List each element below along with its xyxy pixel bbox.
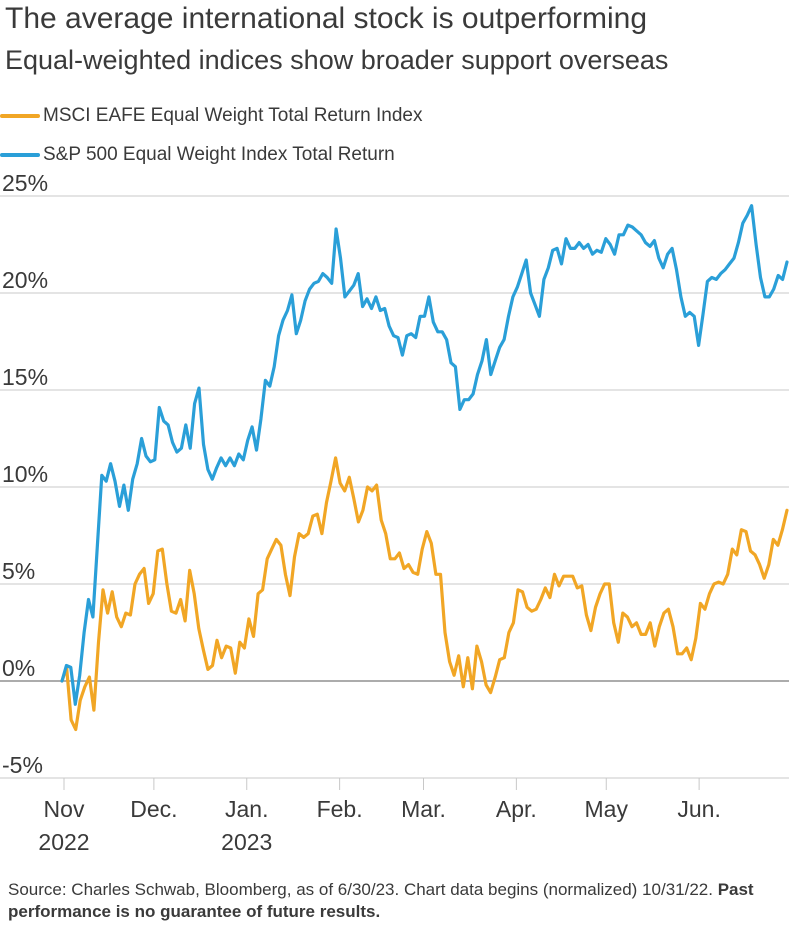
- x-tick-label: Dec.: [130, 796, 177, 822]
- y-tick-label: 25%: [2, 170, 48, 196]
- line-chart: -5% 0% 5% 10% 15% 20% 25% Nov 2022 Dec. Jan. 2023 Fe…: [0, 170, 789, 855]
- x-tick-label: May: [585, 796, 629, 822]
- legend-swatch-eafe: [0, 114, 40, 118]
- y-tick-label: 10%: [2, 461, 48, 487]
- x-tick-label: Jun.: [677, 796, 720, 822]
- footnote-disclaimer: Past performance is no guarantee of futu…: [8, 880, 754, 921]
- x-tick-label: Jan.: [225, 796, 268, 822]
- legend-item-sp500: S&P 500 Equal Weight Index Total Return: [0, 142, 395, 168]
- x-tick-label: Apr.: [496, 796, 537, 822]
- footnote: Source: Charles Schwab, Bloomberg, as of…: [8, 879, 788, 923]
- series-line-sp500: [60, 204, 789, 706]
- x-tick-label: Mar.: [401, 796, 446, 822]
- x-tick-label: Feb.: [317, 796, 363, 822]
- x-tick-label: Nov: [44, 796, 85, 822]
- chart-title: The average international stock is outpe…: [5, 2, 648, 35]
- y-tick-label: 20%: [2, 267, 48, 293]
- legend-swatch-sp500: [0, 153, 40, 157]
- legend-item-eafe: MSCI EAFE Equal Weight Total Return Inde…: [0, 103, 422, 129]
- x-tick-year-label: 2022: [38, 829, 89, 855]
- y-tick-label: -5%: [2, 752, 43, 778]
- x-tick-year-label: 2023: [221, 829, 272, 855]
- y-tick-label: 15%: [2, 364, 48, 390]
- legend-label-eafe: MSCI EAFE Equal Weight Total Return Inde…: [43, 105, 423, 126]
- y-tick-label: 0%: [2, 655, 35, 681]
- chart-subtitle: Equal-weighted indices show broader supp…: [5, 45, 669, 75]
- y-tick-label: 5%: [2, 558, 35, 584]
- footnote-source: Source: Charles Schwab, Bloomberg, as of…: [8, 880, 713, 899]
- series-line-eafe: [60, 456, 789, 732]
- legend-label-sp500: S&P 500 Equal Weight Index Total Return: [43, 144, 395, 165]
